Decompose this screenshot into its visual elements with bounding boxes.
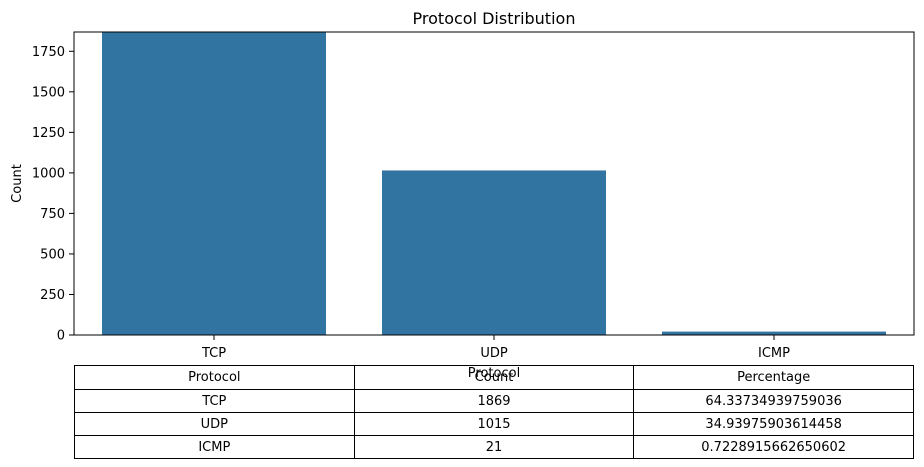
table-row: TCP 1869 64.33734939759036 [74,389,914,413]
table-header-row: Protocol Count Percentage [74,365,914,390]
table-cell: UDP [74,412,355,436]
table-cell: 0.7228915662650602 [633,435,914,459]
y-tick-label: 1750 [32,45,65,60]
bar-udp [382,170,606,335]
y-tick-label: 750 [40,207,65,222]
table-cell: 1869 [353,389,635,413]
data-table: Protocol Count Percentage TCP 1869 64.33… [74,365,914,459]
table-cell: 21 [353,435,635,459]
bar-tcp [102,32,326,335]
bars-group [102,32,886,335]
table-header-cell: Percentage [633,365,914,390]
table-cell: 64.33734939759036 [633,389,914,413]
table-header-cell: Count [353,365,635,390]
table-row: ICMP 21 0.7228915662650602 [74,435,914,459]
x-tick-label: UDP [480,346,508,361]
y-tick-label: 500 [40,247,65,262]
y-tick-label: 1000 [32,166,65,181]
table-cell: 34.93975903614458 [633,412,914,436]
table-cell: 1015 [353,412,635,436]
y-tick-label: 1500 [32,85,65,100]
x-tick-label: ICMP [758,346,790,361]
table-cell: TCP [74,389,355,413]
chart-title: Protocol Distribution [413,9,576,28]
x-tick-label: TCP [201,346,226,361]
plot-frame [73,31,915,336]
y-axis-label: Count [10,164,25,203]
x-axis: TCP UDP ICMP [201,335,790,361]
y-tick-label: 250 [40,288,65,303]
table-header-cell: Protocol [74,365,355,390]
bar-icmp [662,331,886,335]
table-row: UDP 1015 34.93975903614458 [74,412,914,436]
table-cell: ICMP [74,435,355,459]
y-axis: 0 250 500 750 1000 1250 1500 1750 [32,45,74,344]
y-tick-label: 0 [57,329,65,344]
y-tick-label: 1250 [32,126,65,141]
